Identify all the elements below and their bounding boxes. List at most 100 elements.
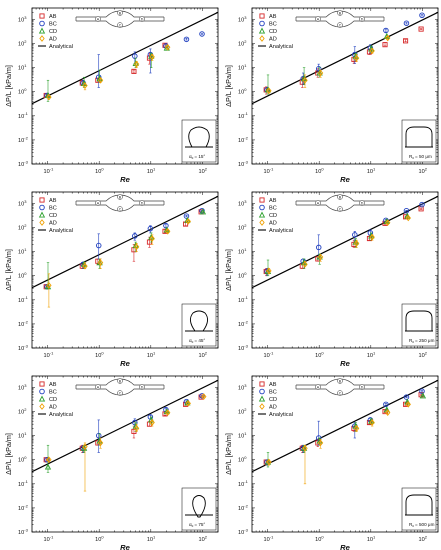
data-point-AD xyxy=(317,253,324,261)
channel-port xyxy=(359,384,365,390)
x-tick-exponent: 1 xyxy=(153,350,156,355)
y-tick-exponent: 0 xyxy=(24,455,27,460)
data-point-AD xyxy=(185,218,191,225)
y-tick-exponent: -2 xyxy=(24,503,28,508)
y-tick-label: 10-2 xyxy=(238,503,249,512)
data-point-BC xyxy=(183,213,190,219)
y-tick-label: 101 xyxy=(238,247,247,256)
channel-port-label: B xyxy=(339,11,342,15)
legend-label-AD: AD xyxy=(49,37,57,43)
channel-port-label: C xyxy=(119,207,122,211)
cross-section-shape xyxy=(188,126,210,148)
legend-marker-BC xyxy=(39,204,45,211)
caption-subscript: c xyxy=(412,524,414,528)
y-tick-label: 102 xyxy=(238,39,247,48)
legend-marker-CD xyxy=(258,27,266,34)
channel-port-label: B xyxy=(339,379,342,383)
y-tick-label: 101 xyxy=(238,63,247,72)
y-tick-label: 10-1 xyxy=(238,111,249,120)
y-tick-exponent: 2 xyxy=(24,223,27,228)
legend-label-CD: CD xyxy=(269,213,277,219)
y-axis-label: ΔP/L [kPa/m] xyxy=(4,65,13,107)
y-tick-label: 10-1 xyxy=(18,111,29,120)
data-point-AD xyxy=(369,419,375,426)
channel-schematic: A B C D xyxy=(295,378,385,396)
legend-label-BC: BC xyxy=(269,390,277,396)
data-point-AD xyxy=(353,425,360,432)
data-point-BC xyxy=(419,12,425,19)
y-tick-exponent: 3 xyxy=(24,199,27,204)
x-tick-exponent: 2 xyxy=(425,534,428,539)
legend-marker-AB xyxy=(39,197,45,203)
data-point-AD xyxy=(317,439,324,447)
y-tick-label: 100 xyxy=(238,87,247,96)
x-tick-label: 100 xyxy=(95,166,104,175)
cross-section-shape xyxy=(405,494,433,516)
x-axis-label: Re xyxy=(120,359,130,368)
channel-port-label: D xyxy=(141,17,144,21)
y-axis-label: ΔP/L [kPa/m] xyxy=(4,249,13,291)
legend-label-AB: AB xyxy=(269,198,277,204)
data-point-AD xyxy=(353,240,360,247)
channel-port xyxy=(117,10,123,16)
y-tick-label: 103 xyxy=(238,383,247,392)
caption-subscript: c xyxy=(192,340,194,344)
y-tick-label: 100 xyxy=(18,271,27,280)
channel-port-label: B xyxy=(339,195,342,199)
x-tick-exponent: 0 xyxy=(101,166,104,171)
channel-port xyxy=(315,16,321,22)
x-tick-label: 102 xyxy=(418,166,427,175)
channel-port-label: A xyxy=(317,385,320,389)
x-axis-label: Re xyxy=(340,543,350,550)
legend-label-AD: AD xyxy=(49,221,57,227)
x-tick-exponent: 1 xyxy=(373,534,376,539)
data-point-AD xyxy=(302,76,308,84)
y-tick-exponent: 0 xyxy=(244,271,247,276)
cross-section-caption: αc= 15° xyxy=(189,154,205,160)
x-tick-exponent: -1 xyxy=(270,534,274,539)
data-point-AD xyxy=(133,243,140,251)
channel-schematic: A B C D xyxy=(75,194,165,212)
y-tick-exponent: 3 xyxy=(24,383,27,388)
analytical-line xyxy=(32,195,218,289)
legend-marker-BC xyxy=(39,20,45,27)
channel-port-label: C xyxy=(119,23,122,27)
data-point-AD xyxy=(385,34,391,42)
data-point-CD xyxy=(44,463,52,470)
y-tick-exponent: -2 xyxy=(244,135,248,140)
legend-label-AB: AB xyxy=(49,382,57,388)
x-tick-exponent: 1 xyxy=(153,166,156,171)
data-point-BC xyxy=(199,31,205,37)
data-point-BC xyxy=(147,225,154,232)
legend-marker-AD xyxy=(259,35,265,42)
y-tick-label: 102 xyxy=(18,39,27,48)
y-tick-label: 100 xyxy=(18,87,27,96)
y-tick-label: 103 xyxy=(18,199,27,208)
data-point-AD xyxy=(266,267,272,275)
legend-label-analytical: Analytical xyxy=(49,228,73,234)
data-point-AD xyxy=(133,425,140,432)
x-axis-label: Re xyxy=(340,359,350,368)
x-tick-exponent: 2 xyxy=(425,350,428,355)
x-tick-exponent: -1 xyxy=(50,534,54,539)
y-tick-exponent: -3 xyxy=(244,343,248,348)
y-tick-label: 101 xyxy=(18,247,27,256)
data-point-AD xyxy=(405,401,411,408)
x-tick-exponent: 0 xyxy=(101,350,104,355)
cross-section-shape xyxy=(192,495,206,518)
y-tick-label: 101 xyxy=(18,431,27,440)
data-point-AD xyxy=(266,458,272,466)
channel-port-label: C xyxy=(119,391,122,395)
y-axis-label: ΔP/L [kPa/m] xyxy=(224,65,233,107)
channel-port-label: B xyxy=(119,11,122,15)
x-tick-exponent: -1 xyxy=(270,350,274,355)
caption-subscript: c xyxy=(192,524,194,528)
data-point-AD xyxy=(82,82,88,89)
channel-port-label: A xyxy=(97,385,100,389)
y-tick-exponent: -3 xyxy=(244,527,248,532)
legend-label-CD: CD xyxy=(269,29,277,35)
y-tick-label: 10-3 xyxy=(238,343,249,352)
y-tick-label: 10-1 xyxy=(18,295,29,304)
y-tick-label: 10-3 xyxy=(18,159,29,168)
y-tick-exponent: -1 xyxy=(24,295,28,300)
